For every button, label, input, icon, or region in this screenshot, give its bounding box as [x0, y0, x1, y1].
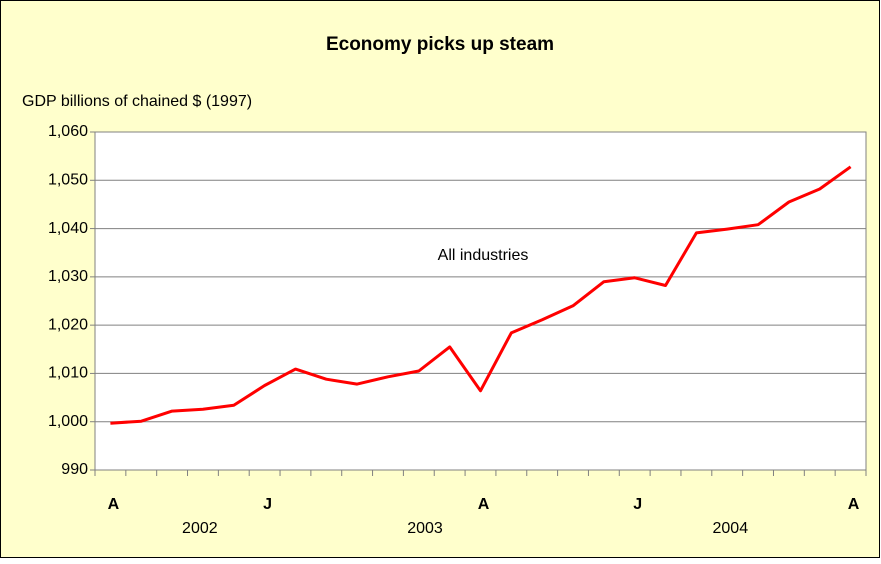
year-label: 2002: [182, 520, 218, 537]
year-label: 2003: [407, 520, 443, 537]
annotation: All industries: [438, 247, 529, 264]
y-tick-label: 1,010: [48, 365, 88, 382]
x-tick-label: A: [478, 496, 490, 513]
y-tick-label: 1,050: [48, 172, 88, 189]
y-axis-label: GDP billions of chained $ (1997): [22, 93, 252, 110]
y-tick-label: 990: [61, 461, 88, 478]
plot-area: [94, 131, 867, 471]
y-tick-label: 1,000: [48, 413, 88, 430]
line-series: [110, 165, 852, 425]
y-tick-label: 1,060: [48, 123, 88, 140]
x-tick-label: A: [108, 496, 120, 513]
year-label: 2004: [713, 520, 749, 537]
y-tick-label: 1,020: [48, 316, 88, 333]
x-tick-label: J: [263, 496, 272, 513]
x-tick-label: J: [633, 496, 642, 513]
chart-title: Economy picks up steam: [326, 34, 554, 55]
y-tick-label: 1,030: [48, 268, 88, 285]
x-tick-label: A: [848, 496, 860, 513]
y-tick-label: 1,040: [48, 220, 88, 237]
